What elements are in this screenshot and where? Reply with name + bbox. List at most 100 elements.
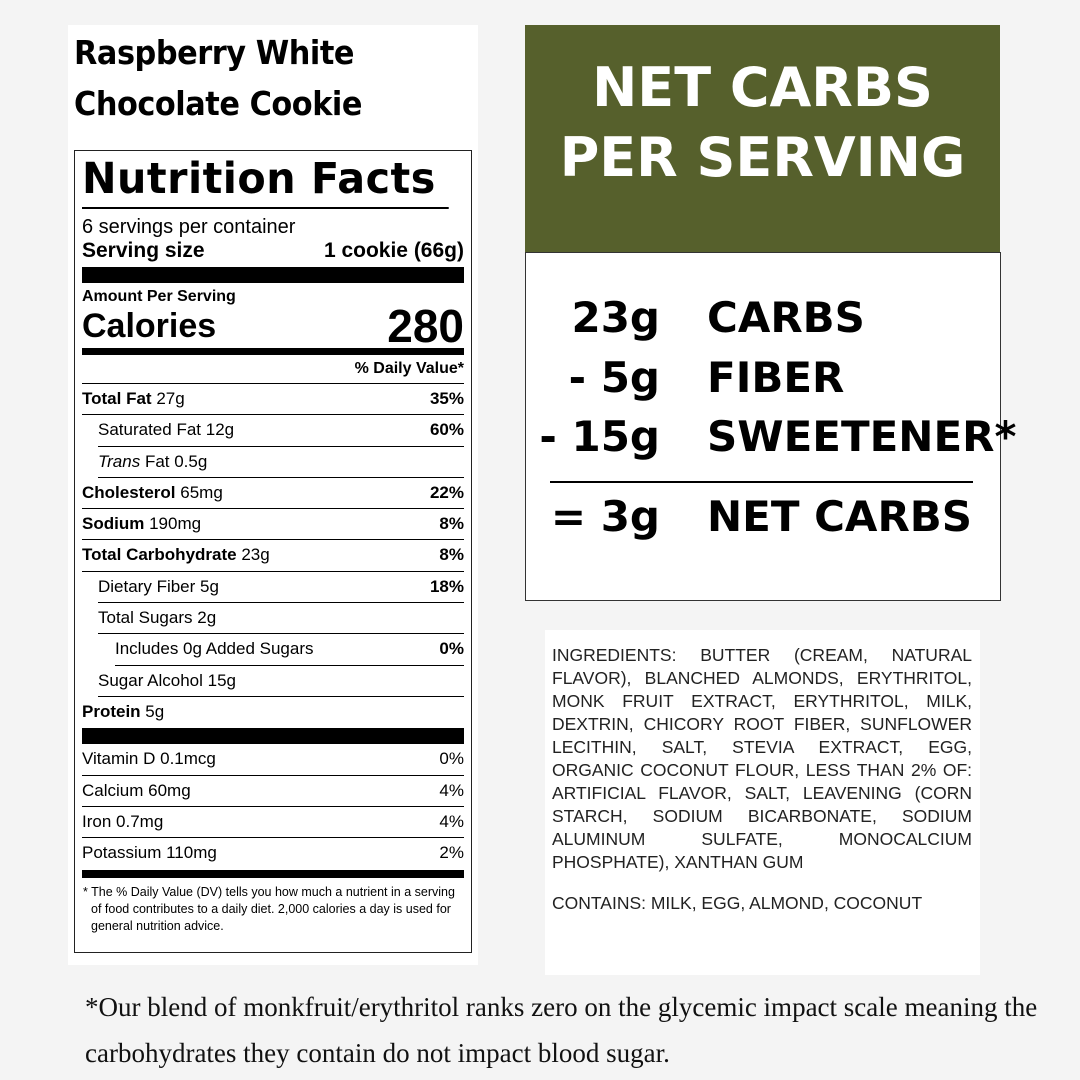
nutrient-row: Dietary Fiber 5g 18% — [98, 572, 464, 604]
nutrient-row: Sugar Alcohol 15g — [98, 666, 464, 697]
vitamin-row: Iron 0.7mg 4% — [82, 807, 464, 839]
label-footnote: * The % Daily Value (DV) tells you how m… — [83, 885, 455, 934]
nutrient-daily-value: 22% — [429, 482, 464, 502]
nutrient-row: Saturated Fat 12g 60% — [98, 415, 464, 447]
serving-size-label: Serving size — [82, 239, 205, 262]
sweetener-footnote: *Our blend of monkfruit/erythritol ranks… — [85, 992, 1038, 1068]
vitamin-name: Potassium 110mg — [82, 838, 217, 869]
divider — [550, 481, 973, 483]
label: SWEETENER* — [707, 412, 1017, 461]
nutrition-facts-label: Nutrition Facts 6 servings per container… — [74, 150, 472, 953]
nutrient-daily-value: 35% — [429, 389, 464, 408]
vitamin-row: Vitamin D 0.1mcg 0% — [82, 744, 464, 776]
servings-per-container: 6 servings per container — [82, 216, 296, 238]
vitamin-daily-value: 4% — [439, 780, 464, 800]
nutrition-panel: Raspberry White Chocolate Cookie Nutriti… — [68, 25, 478, 965]
nutrient-label: Total Carbohydrate — [82, 545, 237, 565]
vitamin-amount: 110mg — [166, 843, 217, 863]
nutrient-label: Total Fat — [82, 389, 152, 408]
nutrient-label: Dietary Fiber — [98, 576, 196, 596]
amount-per-serving: Amount Per Serving — [82, 288, 236, 305]
product-title-line: Raspberry White — [74, 33, 355, 72]
ingredients-panel: INGREDIENTS: BUTTER (CREAM, NATURAL FLAV… — [545, 630, 980, 975]
vitamin-label: Vitamin D — [82, 749, 156, 769]
amount: - 15g — [539, 412, 660, 461]
divider — [82, 267, 464, 283]
nutrient-name: Sodium 190mg — [82, 509, 201, 539]
calories-value: 280 — [387, 300, 464, 352]
divider — [82, 728, 464, 745]
nutrient-amount: 190mg — [149, 514, 202, 534]
amount: - 5g — [568, 353, 660, 402]
product-title: Raspberry White Chocolate Cookie — [74, 27, 362, 129]
nutrient-row: Total Fat 27g 35% — [82, 384, 464, 416]
vitamin-amount: 0.7mg — [116, 811, 164, 831]
vitamin-amount: 0.1mcg — [160, 749, 216, 769]
nutrient-row: Total Carbohydrate 23g 8% — [82, 540, 464, 572]
label-heading: Nutrition Facts — [82, 151, 449, 209]
nutrient-label: Includes 0g Added Sugars — [115, 639, 314, 659]
calories-label: Calories — [82, 307, 217, 345]
nutrient-daily-value: 18% — [429, 576, 464, 596]
vitamin-label: Iron — [82, 811, 112, 831]
nutrient-name: Protein 5g — [82, 697, 164, 728]
nutrient-amount: 2g — [197, 608, 217, 628]
nutrient-name: Dietary Fiber 5g — [98, 572, 219, 602]
vitamin-row: Potassium 110mg 2% — [82, 838, 464, 869]
allergens-text: CONTAINS: MILK, EGG, ALMOND, COCONUT — [552, 893, 923, 913]
calories-row: Calories 280 — [82, 300, 464, 355]
serving-size-value: 1 cookie (66g) — [323, 239, 464, 262]
ingredients-text: INGREDIENTS: BUTTER (CREAM, NATURAL FLAV… — [552, 645, 972, 872]
vitamin-daily-value: 0% — [439, 749, 464, 769]
label: CARBS — [707, 293, 865, 342]
nutrient-name: Includes 0g Added Sugars — [115, 634, 313, 664]
vitamin-row: Calcium 60mg 4% — [82, 776, 464, 807]
nutrient-label: Trans — [98, 451, 141, 471]
nutrient-row: Trans Fat 0.5g — [98, 447, 464, 478]
nutrient-amount: 65mg — [180, 482, 223, 502]
amount: 23g — [571, 293, 660, 342]
nutrient-row: Total Sugars 2g — [98, 603, 464, 635]
net-carbs-title: NET CARBS PER SERVING — [525, 25, 1000, 252]
nutrient-daily-value: 8% — [439, 514, 464, 534]
nutrient-name: Saturated Fat 12g — [98, 415, 234, 445]
nutrient-row: Sodium 190mg 8% — [82, 509, 464, 541]
nutrient-daily-value: 60% — [429, 420, 464, 440]
daily-value-header: % Daily Value* — [82, 355, 464, 384]
nutrient-daily-value: 8% — [439, 545, 464, 565]
nutrient-amount: 15g — [207, 670, 237, 690]
nutrient-row: Cholesterol 65mg 22% — [82, 478, 464, 510]
net-carbs-title-line: NET CARBS — [592, 56, 933, 119]
vitamin-name: Vitamin D 0.1mcg — [82, 744, 216, 774]
nutrient-label: Total Sugars — [98, 608, 193, 628]
product-title-line: Chocolate Cookie — [74, 84, 363, 123]
nutrient-name: Total Carbohydrate 23g — [82, 540, 270, 570]
nutrient-name: Trans Fat 0.5g — [98, 447, 207, 477]
divider — [82, 870, 464, 879]
nutrient-label: Sugar Alcohol — [98, 670, 203, 690]
nutrient-name: Sugar Alcohol 15g — [98, 666, 236, 696]
vitamin-daily-value: 4% — [439, 811, 464, 831]
nutrient-label: Sodium — [82, 514, 145, 534]
nutrient-name: Total Fat 27g — [82, 384, 185, 414]
vitamin-amount: 60mg — [148, 780, 191, 800]
net-carbs-title-line: PER SERVING — [559, 126, 966, 189]
nutrient-label: Cholesterol — [82, 482, 176, 502]
nutrient-name: Total Sugars 2g — [98, 603, 216, 633]
serving-size: Serving size 1 cookie (66g) — [82, 239, 464, 263]
nutrient-amount: 27g — [156, 389, 185, 408]
vitamin-label: Potassium — [82, 843, 162, 863]
nutrient-row: Includes 0g Added Sugars 0% — [115, 634, 464, 666]
label: FIBER — [707, 353, 845, 402]
amount: = 3g — [550, 492, 660, 541]
vitamin-name: Calcium 60mg — [82, 776, 191, 806]
label: NET CARBS — [707, 492, 973, 541]
nutrient-amount: 5g — [200, 576, 219, 596]
nutrient-amount: Fat 0.5g — [144, 451, 208, 471]
net-carbs-box: 23g CARBS - 5g FIBER - 15g SWEETENER* = 3g N… — [525, 252, 1016, 601]
nutrient-label: Protein — [82, 701, 141, 721]
vitamin-label: Calcium — [82, 780, 144, 800]
nutrient-name: Cholesterol 65mg — [82, 478, 223, 508]
vitamin-daily-value: 2% — [439, 843, 464, 863]
nutrient-daily-value: 0% — [439, 639, 464, 659]
